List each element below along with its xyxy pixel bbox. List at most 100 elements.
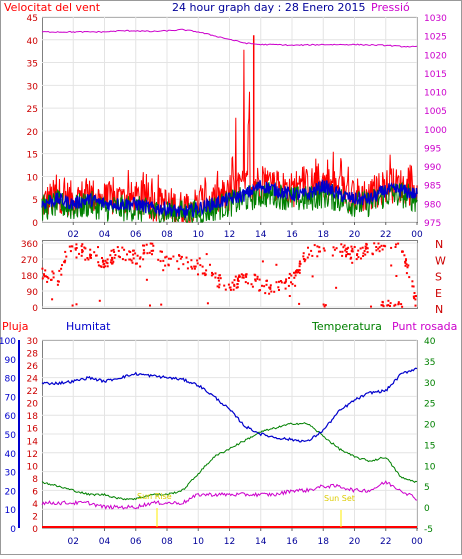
compass-label: N — [435, 303, 443, 316]
direction-point — [116, 246, 119, 249]
direction-point — [80, 254, 83, 257]
direction-point — [404, 261, 407, 264]
direction-point — [366, 247, 369, 250]
pressure-y-tick: 995 — [424, 144, 441, 154]
direction-point — [114, 254, 117, 256]
direction-point — [161, 250, 163, 253]
direction-point — [375, 246, 378, 248]
direction-point — [350, 245, 353, 248]
rain-y-tick: 24 — [27, 375, 39, 385]
direction-point — [176, 260, 179, 263]
direction-point — [231, 281, 234, 284]
direction-point — [341, 254, 344, 257]
direction-point — [81, 243, 84, 246]
sunrise-label: Sun Rise — [137, 492, 172, 501]
direction-point — [341, 250, 344, 253]
direction-point — [238, 274, 241, 277]
direction-point — [306, 256, 309, 259]
pressure-label: Pressió — [371, 1, 410, 14]
direction-point — [223, 284, 226, 287]
direction-point — [98, 299, 101, 302]
humidity-y-tick: 20 — [5, 487, 17, 497]
direction-point — [390, 264, 393, 267]
direction-point — [298, 262, 301, 265]
direction-point — [104, 265, 107, 268]
direction-point — [134, 252, 137, 255]
direction-point — [112, 260, 115, 263]
direction-point — [152, 249, 155, 252]
rain-label: Pluja — [2, 320, 28, 333]
humidity-y-tick: 90 — [5, 356, 17, 366]
weather-x-tick: 04 — [99, 537, 111, 547]
direction-point — [191, 267, 194, 270]
direction-point — [164, 264, 167, 267]
direction-point — [298, 271, 301, 274]
direction-point — [112, 248, 115, 251]
direction-point — [61, 264, 63, 267]
direction-point — [247, 282, 249, 285]
pressure-y-tick: 1005 — [424, 107, 447, 117]
humidity-y-tick: 40 — [5, 450, 17, 460]
direction-point — [179, 257, 182, 260]
wind-y-tick: 45 — [27, 14, 38, 24]
direction-point — [406, 266, 409, 269]
direction-point — [273, 290, 276, 293]
direction-point — [190, 259, 193, 262]
weather-x-tick: 02 — [68, 537, 79, 547]
direction-point — [386, 304, 389, 307]
temperature-y-tick: 0 — [424, 504, 430, 514]
direction-point — [117, 255, 120, 258]
direction-point — [408, 276, 411, 279]
wind-y-tick: 30 — [27, 82, 39, 92]
direction-point — [196, 262, 199, 265]
direction-point — [412, 285, 415, 288]
direction-y-tick: 0 — [32, 304, 38, 314]
direction-point — [357, 256, 360, 259]
direction-point — [382, 244, 385, 247]
direction-point — [313, 244, 316, 247]
direction-point — [106, 258, 109, 261]
direction-point — [75, 256, 78, 259]
direction-point — [284, 287, 287, 290]
direction-point — [236, 286, 239, 289]
direction-point — [381, 300, 384, 303]
temperature-y-tick: 40 — [424, 337, 436, 347]
direction-point — [263, 285, 266, 288]
direction-point — [216, 285, 219, 288]
direction-point — [84, 247, 87, 250]
direction-point — [74, 247, 77, 250]
rain-y-tick: 26 — [27, 362, 39, 372]
direction-point — [259, 289, 261, 292]
direction-point — [295, 269, 298, 272]
direction-point — [347, 246, 350, 249]
direction-point — [109, 254, 112, 257]
direction-point — [237, 275, 240, 278]
direction-point — [123, 248, 126, 251]
wind-x-tick: 18 — [318, 230, 330, 240]
direction-point — [298, 302, 301, 305]
direction-point — [290, 281, 292, 284]
direction-point — [97, 261, 100, 264]
direction-point — [395, 243, 397, 246]
direction-point — [43, 275, 46, 278]
direction-point — [284, 280, 287, 283]
direction-point — [296, 271, 298, 274]
wind-x-tick: 02 — [68, 230, 79, 240]
direction-point — [400, 303, 403, 306]
direction-point — [95, 254, 97, 257]
direction-point — [214, 276, 217, 279]
direction-point — [235, 286, 238, 289]
direction-point — [211, 271, 213, 274]
direction-point — [87, 258, 90, 261]
direction-point — [60, 273, 63, 276]
direction-point — [218, 283, 221, 286]
direction-point — [345, 250, 348, 253]
direction-point — [380, 244, 383, 247]
pressure-y-tick: 1000 — [424, 126, 447, 136]
direction-point — [198, 257, 201, 260]
direction-point — [360, 257, 362, 260]
direction-point — [51, 298, 54, 301]
direction-point — [145, 243, 148, 246]
direction-point — [69, 250, 72, 253]
direction-y-axis: 0 90 180 270 360 — [21, 240, 38, 314]
